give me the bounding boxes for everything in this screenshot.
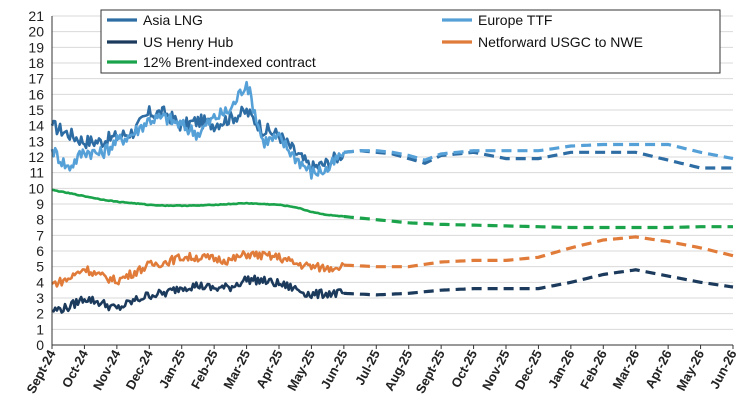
y-tick-label: 13 <box>28 133 44 149</box>
x-tick-label: Nov-24 <box>90 347 124 393</box>
x-tick-label: Dec-24 <box>123 347 157 392</box>
x-tick-label: Nov-25 <box>479 347 513 392</box>
series-line-forecast <box>343 268 734 297</box>
y-tick-label: 15 <box>28 102 44 118</box>
legend-label: Asia LNG <box>143 12 203 28</box>
x-tick-label: Aug-25 <box>381 347 415 393</box>
series-lines <box>50 80 734 314</box>
legend-label: Netforward USGC to NWE <box>478 34 643 50</box>
series-line-historical <box>51 250 345 288</box>
x-tick-label: Apr-26 <box>642 347 675 390</box>
legend-label: US Henry Hub <box>143 34 233 50</box>
y-tick-label: 18 <box>28 55 44 71</box>
series-line-forecast <box>343 142 734 162</box>
x-tick-label: May-26 <box>673 347 707 393</box>
series-line-forecast <box>343 149 733 170</box>
y-tick-label: 7 <box>36 227 44 243</box>
x-tick-label: Jul-25 <box>352 347 383 387</box>
y-tick-label: 11 <box>29 165 44 181</box>
y-tick-label: 1 <box>36 321 44 337</box>
series-line-historical <box>50 105 346 176</box>
y-tick-label: 20 <box>28 24 44 40</box>
y-tick-label: 21 <box>28 8 44 24</box>
x-tick-label: Feb-25 <box>188 347 221 391</box>
series-line-historical <box>50 80 346 180</box>
y-tick-label: 4 <box>36 274 44 290</box>
y-tick-label: 2 <box>36 306 44 322</box>
legend-box <box>100 9 721 74</box>
y-tick-label: 0 <box>36 337 44 353</box>
y-tick-label: 17 <box>28 71 44 87</box>
x-tick-label: Jan-25 <box>156 347 189 390</box>
y-tick-label: 8 <box>36 212 44 228</box>
legend-label: 12% Brent-indexed contract <box>143 54 316 70</box>
x-tick-label: Apr-25 <box>253 347 286 390</box>
x-tick-label: Dec-25 <box>512 347 545 392</box>
y-tick-label: 16 <box>28 86 44 102</box>
y-tick-label: 6 <box>36 243 44 259</box>
y-tick-label: 12 <box>28 149 44 165</box>
y-tick-label: 10 <box>28 180 44 196</box>
series-line-historical <box>51 188 345 218</box>
legend: Asia LNG US Henry Hub 12% Brent-indexed co… <box>100 9 721 74</box>
series-line-forecast <box>343 235 734 269</box>
x-tick-label: Sept-25 <box>412 347 447 396</box>
x-tick-label: Sept-24 <box>23 347 59 396</box>
x-tick-label: Jun-26 <box>707 347 740 391</box>
x-tick-label: Mar-25 <box>220 347 253 391</box>
legend-label: Europe TTF <box>478 12 552 28</box>
series-line-forecast <box>343 214 733 230</box>
x-tick-label: Feb-26 <box>577 347 610 391</box>
x-tick-label: Oct-25 <box>448 347 480 390</box>
y-tick-label: 14 <box>28 118 44 134</box>
x-tick-label: Jan-26 <box>545 347 578 390</box>
y-tick-label: 3 <box>36 290 44 306</box>
y-tick-label: 5 <box>36 259 44 275</box>
x-tick-label: Jun-25 <box>318 347 351 391</box>
x-tick-label: May-25 <box>284 347 318 393</box>
x-tick-label: Mar-26 <box>609 347 642 391</box>
y-tick-label: 9 <box>36 196 44 212</box>
series-line-historical <box>51 274 345 314</box>
y-tick-label: 19 <box>28 39 44 55</box>
x-tick-label: Oct-24 <box>59 347 92 390</box>
